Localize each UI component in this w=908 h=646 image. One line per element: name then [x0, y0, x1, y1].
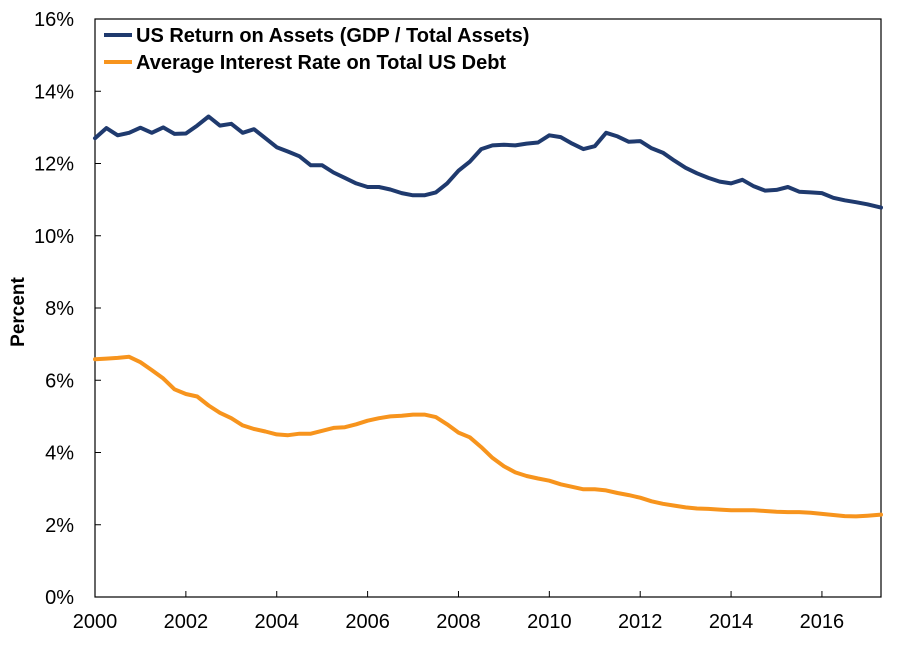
x-tick-label: 2002 [164, 611, 209, 633]
x-tick-labels: 2000 2002 2004 2006 2008 2010 2012 2014 2016 [73, 611, 844, 633]
x-tick-label: 2014 [709, 611, 754, 633]
y-tick-label: 8% [45, 298, 74, 320]
y-tick-labels: 0% 2% 4% 6% 8% 10% 12% 14% 16% [34, 9, 74, 609]
x-tick-label: 2016 [800, 611, 845, 633]
x-tick-label: 2008 [436, 611, 481, 633]
axes [94, 18, 882, 598]
legend: US Return on Assets (GDP / Total Assets)… [104, 25, 529, 74]
y-axis-label: Percent [8, 276, 29, 346]
legend-label-roa: US Return on Assets (GDP / Total Assets) [136, 25, 529, 47]
y-tick-label: 14% [34, 81, 74, 103]
series-line-interest [93, 354, 883, 519]
legend-label-interest: Average Interest Rate on Total US Debt [136, 52, 506, 74]
plot-lines [93, 114, 883, 519]
x-tick-label: 2004 [254, 611, 299, 633]
x-tick-label: 2000 [73, 611, 118, 633]
y-tick-label: 4% [45, 443, 74, 465]
x-tick-label: 2012 [618, 611, 663, 633]
y-tick-label: 6% [45, 370, 74, 392]
y-tick-label: 16% [34, 9, 74, 31]
x-tick-label: 2006 [345, 611, 390, 633]
series-line-roa [93, 114, 883, 210]
y-tick-label: 2% [45, 515, 74, 537]
y-tick-label: 0% [45, 587, 74, 609]
x-tick-label: 2010 [527, 611, 572, 633]
y-tick-label: 12% [34, 154, 74, 176]
y-tick-label: 10% [34, 226, 74, 248]
